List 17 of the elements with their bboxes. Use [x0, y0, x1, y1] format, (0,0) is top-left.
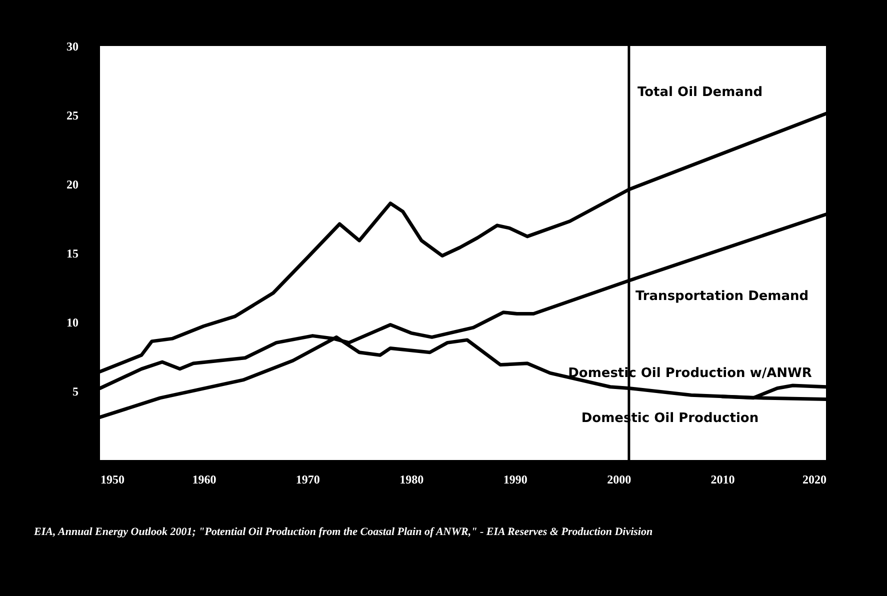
y-tick-label: 15: [66, 246, 78, 260]
text: Total Oil Demand: [637, 85, 763, 100]
x-tick-label: 1960: [192, 472, 216, 486]
y-tick-label: 20: [66, 178, 78, 192]
x-tick-label: 2020: [802, 472, 826, 486]
x-tick-label: 1990: [503, 472, 528, 486]
y-tick-label: 5: [72, 384, 78, 398]
x-tick-label: 1950: [100, 472, 124, 486]
y-tick-label: 10: [66, 316, 78, 330]
text: EIA, Annual Energy Outlook 2001; "Potential Oil Production from the Coastal Plain of ANWR," - EIA Reserves & Production Division: [34, 526, 654, 539]
x-tick-label: 1980: [400, 472, 424, 486]
y-tick-label: 30: [66, 40, 78, 54]
x-tick-label: 1970: [296, 472, 320, 486]
series-label: Transportation Demand: [635, 289, 809, 304]
x-tick-label: 2010: [710, 472, 735, 486]
y-tick-label: 25: [66, 108, 78, 122]
x-tick-label: 2000: [607, 472, 632, 486]
